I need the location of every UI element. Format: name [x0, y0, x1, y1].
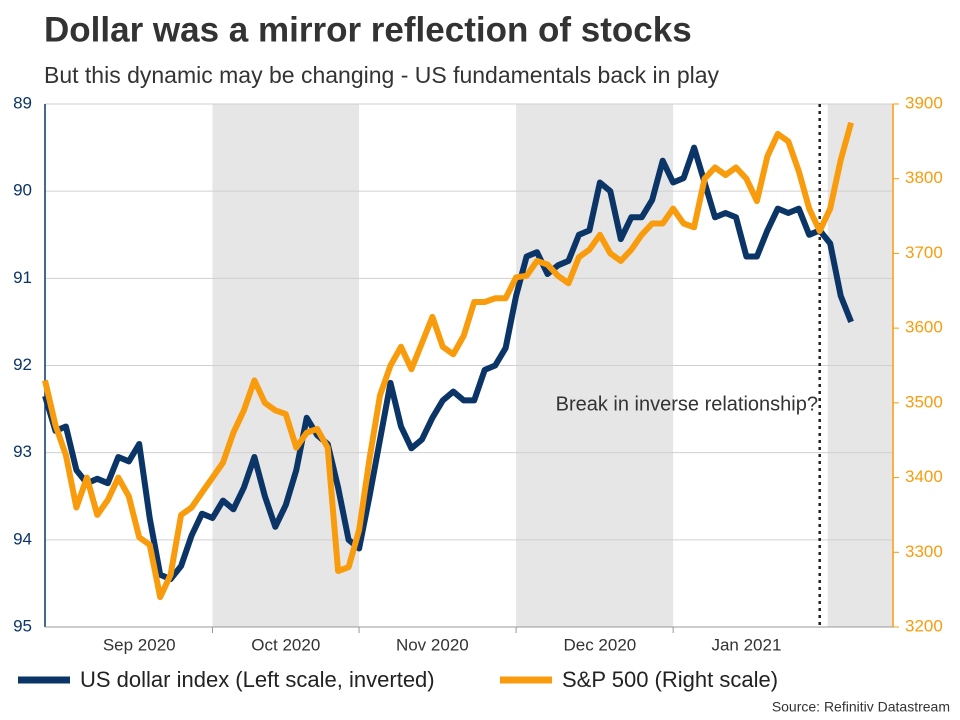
y-tick-label: 92 — [13, 355, 32, 374]
y-tick-label: 91 — [13, 268, 32, 287]
y2-tick-label: 3900 — [905, 93, 943, 112]
y2-tick-label: 3400 — [905, 467, 943, 486]
legend-label: US dollar index (Left scale, inverted) — [80, 667, 435, 692]
series-line — [42, 121, 854, 601]
source: Source: Refinitiv Datastream — [772, 699, 950, 715]
y2-tick-label: 3300 — [905, 542, 943, 561]
x-tick-label: Dec 2020 — [563, 635, 636, 654]
x-tick-label: Jan 2021 — [711, 635, 781, 654]
y2-tick-label: 3800 — [905, 168, 943, 187]
y2-tick-label: 3700 — [905, 243, 943, 262]
plot — [42, 103, 899, 633]
legend-label: S&P 500 (Right scale) — [562, 667, 778, 692]
y-tick-label: 94 — [13, 529, 32, 548]
x-tick-label: Sep 2020 — [103, 635, 176, 654]
series-line — [42, 144, 854, 583]
y2-tick-label: 3500 — [905, 392, 943, 411]
y-tick-label: 90 — [13, 181, 32, 200]
chart-title: Dollar was a mirror reflection of stocks — [44, 10, 692, 49]
y2-tick-label: 3200 — [905, 616, 943, 635]
y-tick-label: 95 — [13, 616, 32, 635]
y-tick-label: 93 — [13, 442, 32, 461]
x-tick-label: Nov 2020 — [396, 635, 469, 654]
annotation: Break in inverse relationship? — [556, 393, 818, 415]
y-tick-label: 89 — [13, 93, 32, 112]
chart-subtitle: But this dynamic may be changing - US fu… — [44, 62, 720, 88]
y2-tick-label: 3600 — [905, 318, 943, 337]
x-tick-label: Oct 2020 — [251, 635, 320, 654]
